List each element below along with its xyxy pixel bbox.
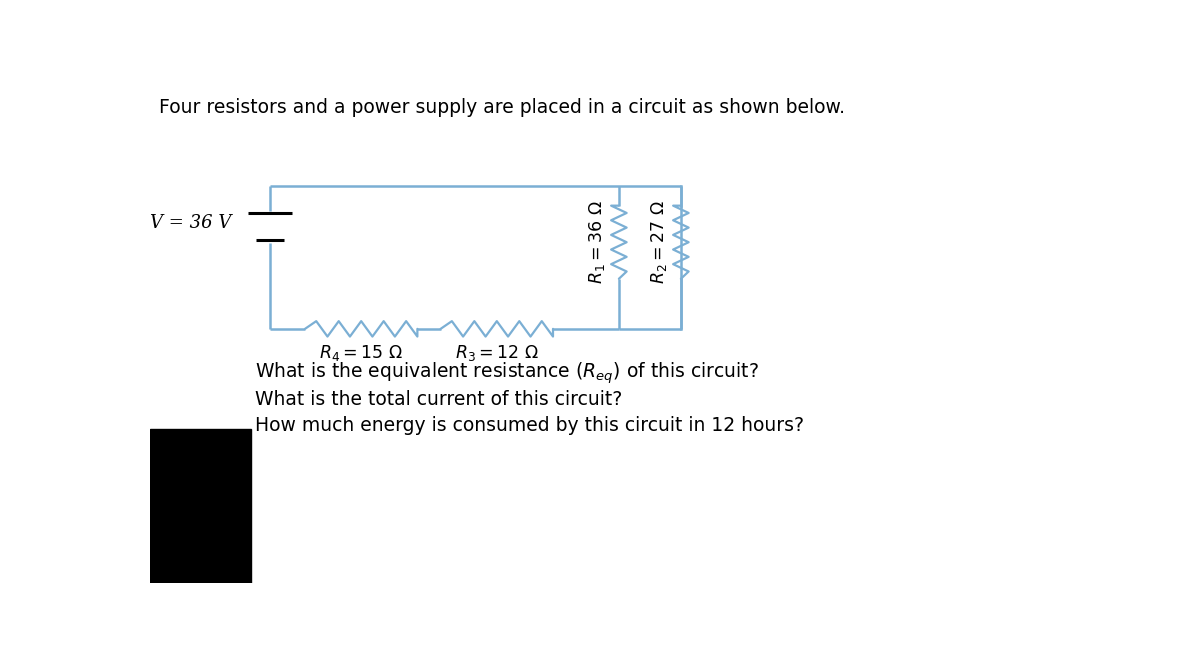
Text: $\mathit{R}_2 = 27\ \Omega$: $\mathit{R}_2 = 27\ \Omega$ — [649, 200, 670, 284]
Text: $\mathit{R}_4 = 15\ \Omega$: $\mathit{R}_4 = 15\ \Omega$ — [319, 343, 403, 363]
Text: $\mathit{R}_1 = 36\ \Omega$: $\mathit{R}_1 = 36\ \Omega$ — [587, 200, 607, 284]
Text: Four resistors and a power supply are placed in a circuit as shown below.: Four resistors and a power supply are pl… — [160, 98, 845, 117]
Text: How much energy is consumed by this circuit in 12 hours?: How much energy is consumed by this circ… — [254, 417, 804, 436]
Text: V = 36 V: V = 36 V — [150, 214, 232, 232]
Text: What is the equivalent resistance ($\mathit{R}_{eq}$) of this circuit?: What is the equivalent resistance ($\mat… — [254, 361, 758, 386]
Bar — [150, 429, 251, 583]
Text: What is the total current of this circuit?: What is the total current of this circui… — [254, 390, 622, 409]
Text: $\mathit{R}_3 = 12\ \Omega$: $\mathit{R}_3 = 12\ \Omega$ — [455, 343, 539, 363]
